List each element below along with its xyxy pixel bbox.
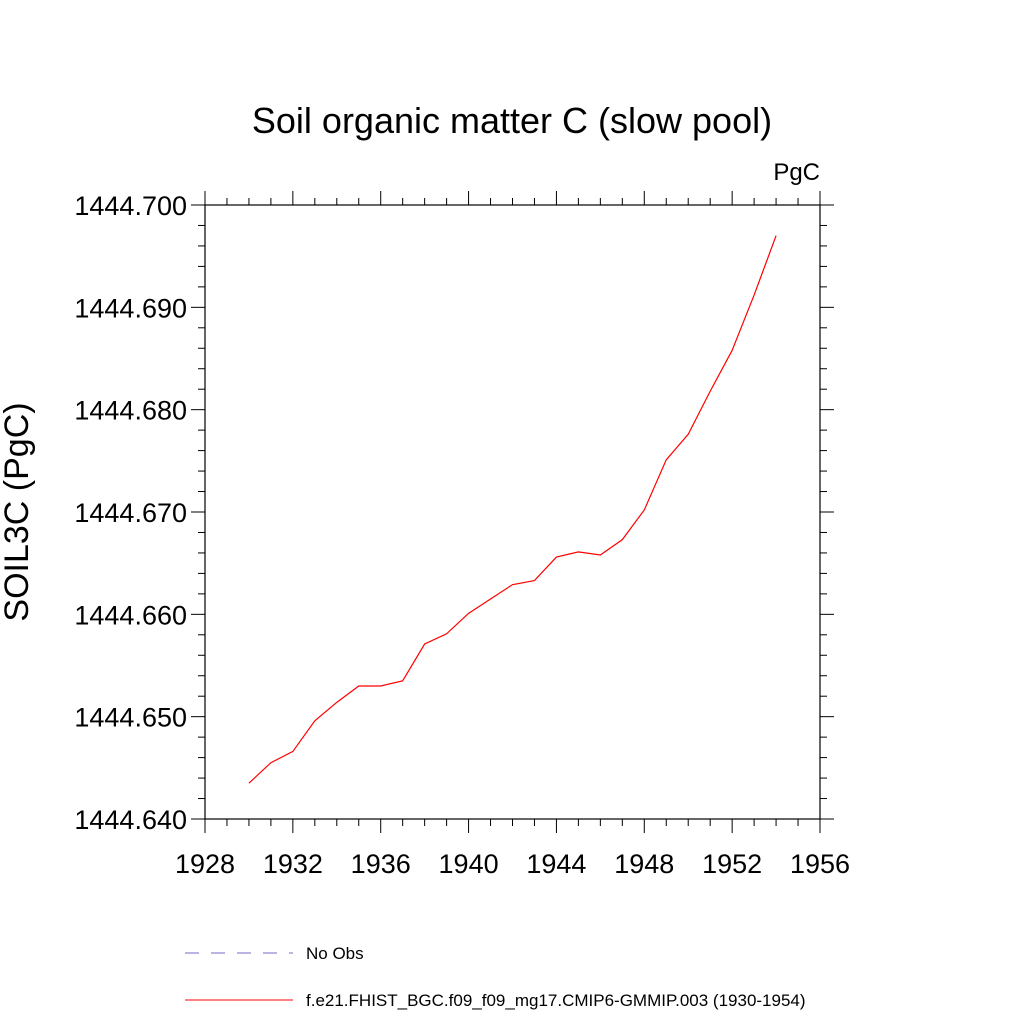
tick-labels: 1928 1932 1936 1940 1944 1948 1952 1956 1444.640… (74, 191, 850, 879)
axis-ticks (191, 191, 834, 833)
y-tick-label: 1444.670 (74, 498, 187, 528)
x-tick-label: 1936 (351, 849, 411, 879)
x-tick-label: 1948 (614, 849, 674, 879)
legend-label-1: f.e21.FHIST_BGC.f09_f09_mg17.CMIP6-GMMIP… (306, 991, 806, 1010)
y-tick-label: 1444.660 (74, 600, 187, 630)
y-axis-label: SOIL3C (PgC) (0, 402, 36, 621)
y-tick-label: 1444.680 (74, 396, 187, 426)
legend: No Obs f.e21.FHIST_BGC.f09_f09_mg17.CMIP6… (185, 944, 806, 1010)
legend-label-0: No Obs (306, 944, 364, 963)
plot-frame (204, 204, 821, 820)
y-tick-label: 1444.640 (74, 805, 187, 835)
y-tick-label: 1444.650 (74, 703, 187, 733)
series-layer (248, 235, 777, 784)
units-label: PgC (773, 159, 820, 186)
x-tick-label: 1956 (790, 849, 850, 879)
x-tick-label: 1932 (263, 849, 323, 879)
y-tick-label: 1444.700 (74, 191, 187, 221)
x-tick-label: 1944 (526, 849, 586, 879)
x-tick-label: 1928 (175, 849, 235, 879)
series-line-0 (248, 235, 777, 784)
chart-title: Soil organic matter C (slow pool) (252, 100, 772, 141)
y-tick-label: 1444.690 (74, 293, 187, 323)
x-tick-label: 1940 (439, 849, 499, 879)
x-tick-label: 1952 (702, 849, 762, 879)
